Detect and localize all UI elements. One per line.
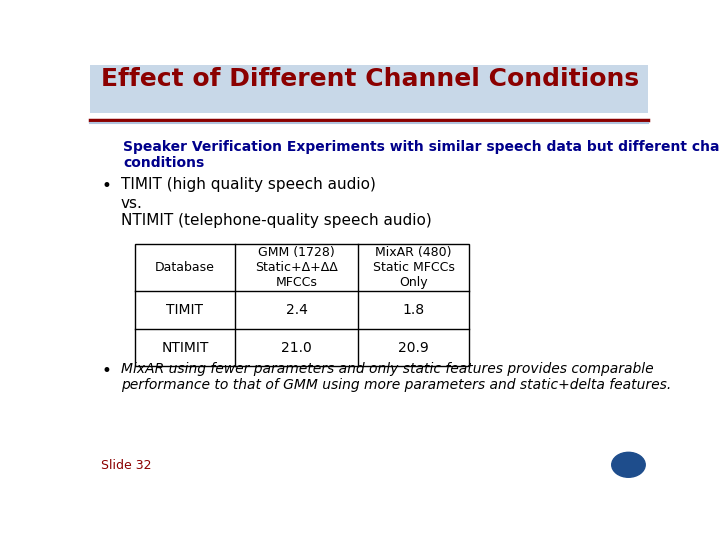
Text: GMM (1728)
Static+Δ+ΔΔ
MFCCs: GMM (1728) Static+Δ+ΔΔ MFCCs: [255, 246, 338, 289]
Text: NTIMIT: NTIMIT: [161, 341, 209, 355]
Text: •: •: [101, 362, 111, 380]
Text: vs.
NTIMIT (telephone-quality speech audio): vs. NTIMIT (telephone-quality speech aud…: [121, 196, 431, 228]
Text: Database: Database: [155, 261, 215, 274]
Text: Slide 32: Slide 32: [101, 460, 152, 472]
Text: TIMIT: TIMIT: [166, 303, 203, 317]
Text: •: •: [101, 177, 111, 195]
Text: Speaker Verification Experiments with similar speech data but different channel
: Speaker Verification Experiments with si…: [124, 140, 720, 170]
Circle shape: [612, 453, 645, 477]
Text: 20.9: 20.9: [398, 341, 429, 355]
Text: TIMIT (high quality speech audio): TIMIT (high quality speech audio): [121, 177, 376, 192]
Text: Effect of Different Channel Conditions: Effect of Different Channel Conditions: [101, 68, 639, 91]
Text: MixAR using fewer parameters and only static features provides comparable
perfor: MixAR using fewer parameters and only st…: [121, 362, 671, 392]
Text: MixAR (480)
Static MFCCs
Only: MixAR (480) Static MFCCs Only: [373, 246, 454, 289]
FancyBboxPatch shape: [90, 65, 648, 113]
Text: 2.4: 2.4: [286, 303, 307, 317]
Text: 21.0: 21.0: [281, 341, 312, 355]
Text: 1.8: 1.8: [402, 303, 425, 317]
